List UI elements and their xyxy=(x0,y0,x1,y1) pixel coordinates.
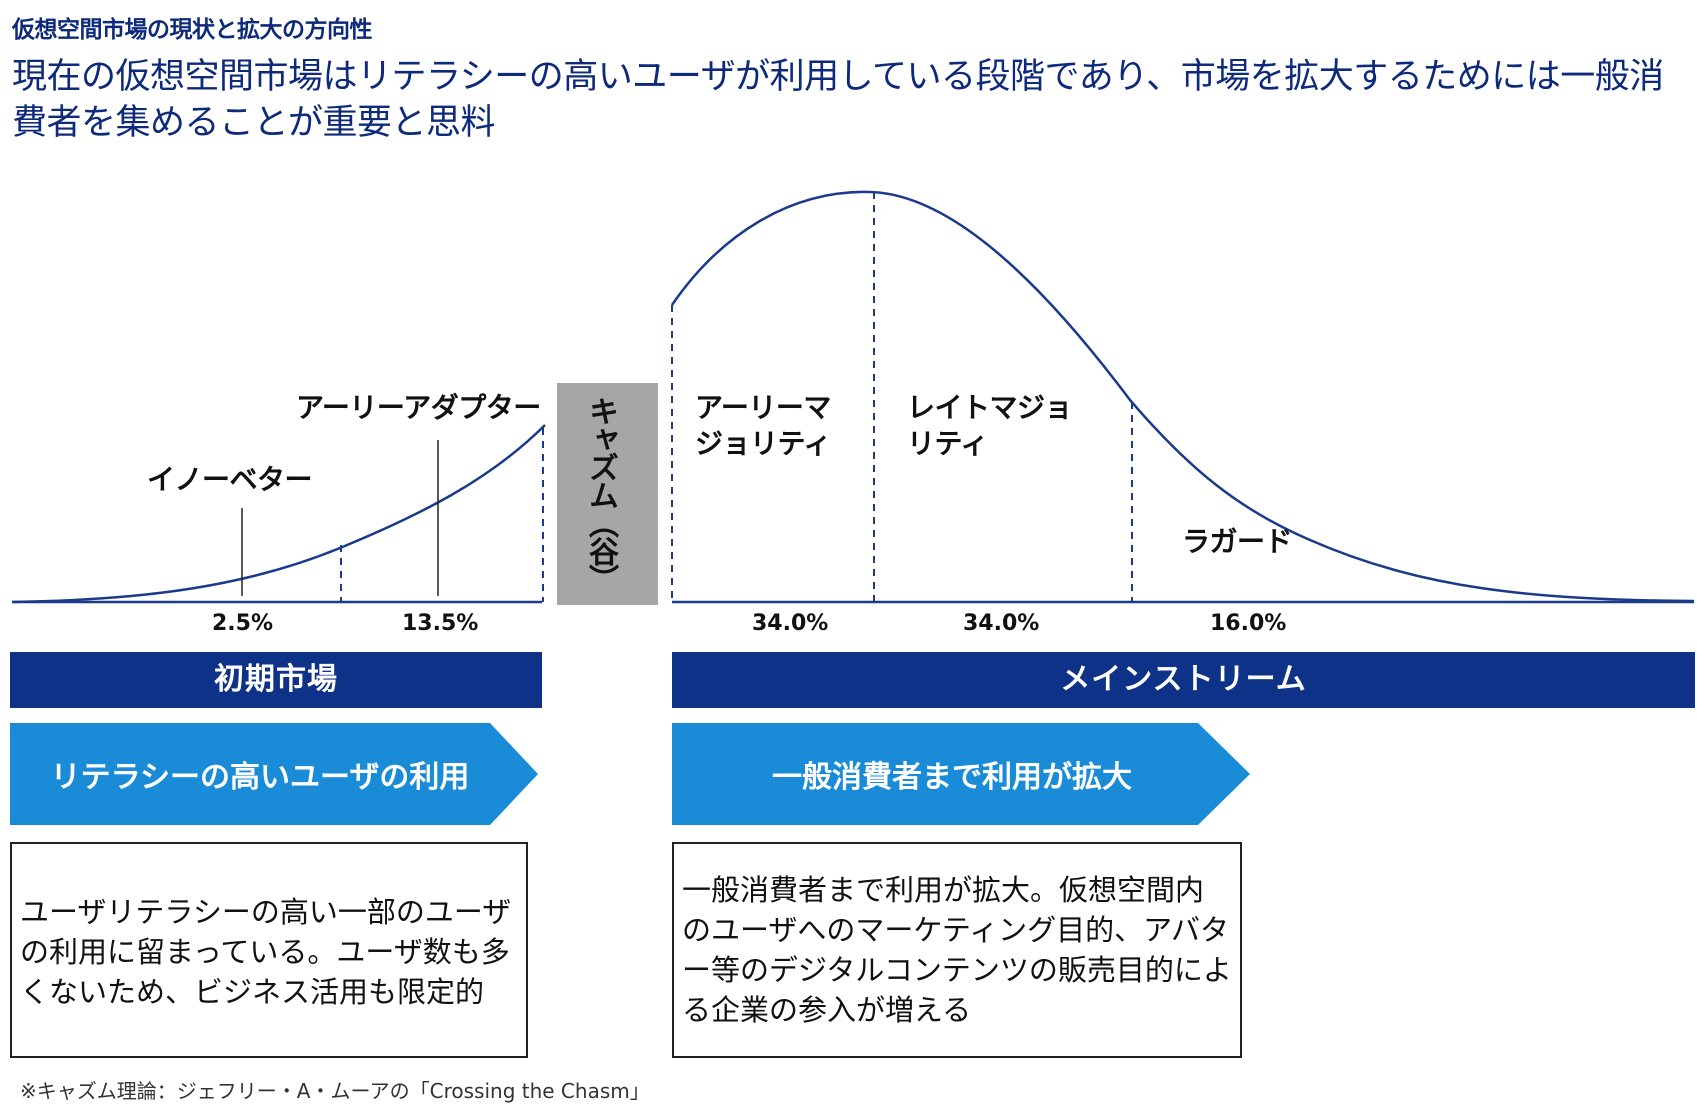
arrow-right-shape xyxy=(672,723,1250,825)
chasm-block xyxy=(557,383,658,605)
description-left: ユーザリテラシーの高い一部のユーザの利用に留まっている。ユーザ数も多くないため、… xyxy=(10,842,528,1058)
arrow-right-label: 一般消費者まで利用が拡大 xyxy=(772,760,1132,795)
arrow-left-label: リテラシーの高いユーザの利用 xyxy=(50,760,470,795)
label-late-majority: レイトマジョリティ xyxy=(907,391,1073,460)
description-right: 一般消費者まで利用が拡大。仮想空間内のユーザへのマーケティング目的、アバター等の… xyxy=(672,842,1242,1058)
pct-laggard: 16.0% xyxy=(1210,611,1287,636)
pct-innovator: 2.5% xyxy=(212,611,274,636)
label-laggard: ラガード xyxy=(1182,525,1293,558)
pct-early-adopter: 13.5% xyxy=(402,611,479,636)
arrow-left-shape xyxy=(10,723,538,825)
pct-late-majority: 34.0% xyxy=(963,611,1040,636)
label-early-adopter: アーリーアダプター xyxy=(296,391,541,424)
curve-right-segment xyxy=(670,190,1695,603)
page-headline: 現在の仮想空間市場はリテラシーの高いユーザが利用している段階であり、市場を拡大す… xyxy=(12,57,1664,143)
band-mainstream: メインストリーム xyxy=(672,652,1695,708)
pct-early-majority: 34.0% xyxy=(752,611,829,636)
curve-left-segment xyxy=(11,424,546,604)
band-early-market: 初期市場 xyxy=(10,652,542,708)
chasm-label: キャズム（谷） xyxy=(583,396,618,592)
footnote: ※キャズム理論：ジェフリー・A・ムーアの「Crossing the Chasm」 xyxy=(20,1079,650,1103)
label-early-majority: アーリーマジョリティ xyxy=(695,391,831,460)
page-kicker-title: 仮想空間市場の現状と拡大の方向性 xyxy=(12,17,373,43)
label-innovator: イノーベター xyxy=(147,463,313,496)
